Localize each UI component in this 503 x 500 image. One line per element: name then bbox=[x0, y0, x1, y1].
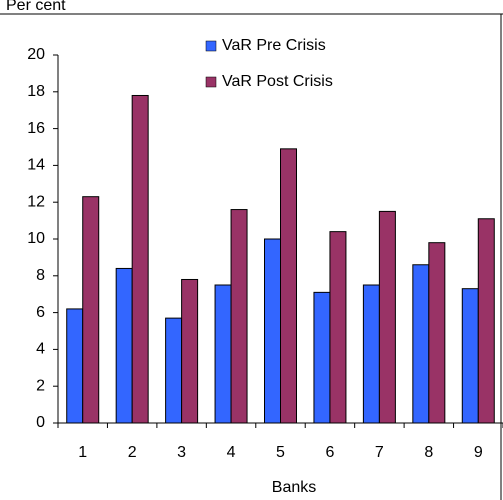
legend-swatch bbox=[205, 40, 217, 52]
bar bbox=[165, 317, 183, 424]
bar bbox=[313, 291, 331, 424]
y-tick-label: 12 bbox=[27, 193, 45, 210]
bar bbox=[264, 238, 281, 424]
x-tick-label: 9 bbox=[474, 444, 483, 461]
bar bbox=[329, 231, 347, 424]
bar bbox=[82, 196, 100, 424]
bar bbox=[362, 284, 380, 424]
y-tick-label: 4 bbox=[36, 341, 45, 358]
bar bbox=[280, 148, 297, 424]
bar bbox=[131, 94, 149, 424]
legend-label: VaR Pre Crisis bbox=[222, 37, 326, 54]
legend-label: VaR Post Crisis bbox=[222, 73, 333, 90]
y-tick-label: 0 bbox=[36, 414, 45, 431]
y-axis-label: Per cent bbox=[6, 0, 66, 14]
bar bbox=[477, 218, 495, 424]
y-tick-label: 6 bbox=[36, 304, 45, 321]
y-tick-label: 18 bbox=[27, 83, 45, 100]
x-tick-label: 5 bbox=[276, 444, 285, 461]
x-tick-label: 7 bbox=[375, 444, 384, 461]
bar bbox=[412, 264, 430, 424]
bar bbox=[428, 242, 446, 424]
x-tick-label: 1 bbox=[78, 444, 87, 461]
bar bbox=[378, 210, 396, 424]
legend-swatch bbox=[205, 76, 217, 88]
x-tick-label: 4 bbox=[227, 444, 236, 461]
y-tick-label: 2 bbox=[36, 377, 45, 394]
y-tick-label: 16 bbox=[27, 120, 45, 137]
y-tick-label: 10 bbox=[27, 230, 45, 247]
bar bbox=[115, 267, 133, 424]
x-tick-label: 8 bbox=[424, 444, 433, 461]
y-tick-label: 14 bbox=[27, 157, 45, 174]
x-tick-label: 2 bbox=[128, 444, 137, 461]
x-tick-label: 6 bbox=[325, 444, 334, 461]
bar bbox=[461, 288, 479, 424]
bar bbox=[214, 284, 232, 424]
x-tick-label: 3 bbox=[177, 444, 186, 461]
bar bbox=[230, 209, 248, 424]
bar bbox=[66, 308, 84, 424]
y-tick-label: 8 bbox=[36, 267, 45, 284]
x-axis-label: Banks bbox=[272, 479, 316, 496]
bar bbox=[181, 278, 199, 424]
y-tick-label: 20 bbox=[27, 46, 45, 63]
